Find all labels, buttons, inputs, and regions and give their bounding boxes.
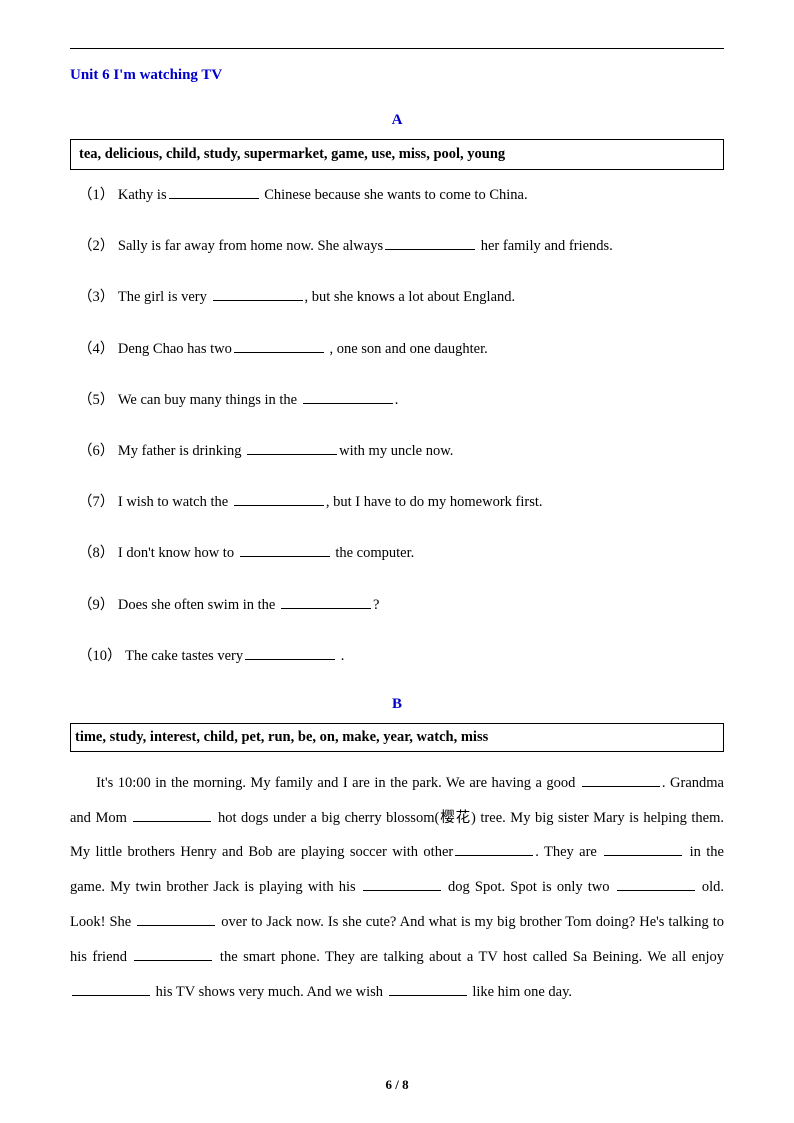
- q-pre: I wish to watch the: [118, 494, 232, 510]
- q-num: （6）: [78, 443, 114, 459]
- q-pre: Deng Chao has two: [118, 341, 232, 357]
- q-pre: The girl is very: [118, 289, 211, 305]
- q-post: her family and friends.: [477, 238, 613, 254]
- q-num: （3）: [78, 289, 114, 305]
- blank[interactable]: [245, 646, 335, 660]
- q-post: with my uncle now.: [339, 443, 453, 459]
- blank[interactable]: [134, 947, 212, 961]
- unit-title: Unit 6 I'm watching TV: [70, 67, 724, 84]
- page-sep: /: [392, 1077, 402, 1092]
- question-6: （6） My father is drinking with my uncle …: [70, 440, 724, 463]
- blank[interactable]: [303, 390, 393, 404]
- blank[interactable]: [234, 339, 324, 353]
- word-box-b: time, study, interest, child, pet, run, …: [70, 723, 724, 752]
- q-pre: Sally is far away from home now. She alw…: [118, 238, 383, 254]
- q-pre: My father is drinking: [118, 443, 245, 459]
- blank[interactable]: [617, 877, 695, 891]
- q-post: Chinese because she wants to come to Chi…: [261, 187, 528, 203]
- q-num: （7）: [78, 494, 114, 510]
- para-text: . They are: [535, 844, 602, 860]
- para-text: like him one day.: [469, 984, 572, 1000]
- blank[interactable]: [604, 842, 682, 856]
- q-num: （1）: [78, 187, 114, 203]
- q-pre: We can buy many things in the: [118, 392, 301, 408]
- question-4: （4） Deng Chao has two , one son and one …: [70, 338, 724, 361]
- worksheet-page: Unit 6 I'm watching TV A tea, delicious,…: [0, 0, 794, 1123]
- blank[interactable]: [213, 287, 303, 301]
- top-rule: [70, 48, 724, 49]
- blank[interactable]: [582, 773, 660, 787]
- word-box-a: tea, delicious, child, study, supermarke…: [70, 139, 724, 170]
- blank[interactable]: [363, 877, 441, 891]
- q-num: （8）: [78, 545, 114, 561]
- blank[interactable]: [281, 595, 371, 609]
- blank[interactable]: [385, 236, 475, 250]
- q-num: （4）: [78, 341, 114, 357]
- blank[interactable]: [137, 912, 215, 926]
- page-footer: 6 / 8: [0, 1077, 794, 1093]
- q-post: the computer.: [332, 545, 415, 561]
- section-b-letter: B: [70, 696, 724, 713]
- question-2: （2） Sally is far away from home now. She…: [70, 235, 724, 258]
- blank[interactable]: [455, 842, 533, 856]
- q-pre: The cake tastes very: [125, 648, 243, 664]
- q-post: .: [395, 392, 399, 408]
- q-num: （5）: [78, 392, 114, 408]
- q-pre: I don't know how to: [118, 545, 238, 561]
- para-text: his TV shows very much. And we wish: [152, 984, 387, 1000]
- blank[interactable]: [72, 982, 150, 996]
- paragraph-b: It's 10:00 in the morning. My family and…: [70, 766, 724, 1010]
- para-text: the smart phone. They are talking about …: [214, 949, 724, 965]
- q-num: （2）: [78, 238, 114, 254]
- q-post: , but I have to do my homework first.: [326, 494, 543, 510]
- question-10: （10） The cake tastes very .: [70, 645, 724, 668]
- q-pre: Does she often swim in the: [118, 597, 279, 613]
- q-num: （10）: [78, 648, 122, 664]
- blank[interactable]: [234, 492, 324, 506]
- q-post: ?: [373, 597, 379, 613]
- q-pre: Kathy is: [118, 187, 167, 203]
- q-num: （9）: [78, 597, 114, 613]
- blank[interactable]: [169, 185, 259, 199]
- question-1: （1） Kathy is Chinese because she wants t…: [70, 184, 724, 207]
- blank[interactable]: [389, 982, 467, 996]
- question-7: （7） I wish to watch the , but I have to …: [70, 491, 724, 514]
- q-post: , one son and one daughter.: [326, 341, 488, 357]
- question-9: （9） Does she often swim in the ?: [70, 594, 724, 617]
- page-total: 8: [402, 1077, 409, 1092]
- question-3: （3） The girl is very , but she knows a l…: [70, 286, 724, 309]
- section-a-letter: A: [70, 112, 724, 129]
- blank[interactable]: [133, 808, 211, 822]
- blank[interactable]: [247, 441, 337, 455]
- q-post: , but she knows a lot about England.: [305, 289, 516, 305]
- question-5: （5） We can buy many things in the .: [70, 389, 724, 412]
- blank[interactable]: [240, 543, 330, 557]
- para-text: It's 10:00 in the morning. My family and…: [96, 775, 580, 791]
- question-8: （8） I don't know how to the computer.: [70, 542, 724, 565]
- para-text: dog Spot. Spot is only two: [443, 879, 615, 895]
- q-post: .: [337, 648, 344, 664]
